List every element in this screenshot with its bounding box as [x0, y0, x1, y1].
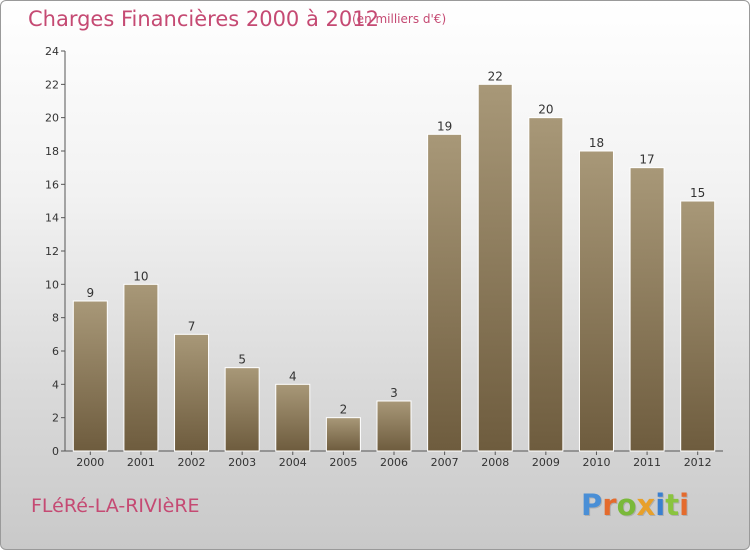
bar-value-label: 10: [133, 269, 148, 283]
x-tick-label: 2003: [228, 456, 256, 469]
x-tick-label: 2006: [380, 456, 408, 469]
y-tick-label: 6: [52, 345, 59, 358]
bar: [427, 133, 463, 452]
bar-value-label: 2: [340, 403, 348, 417]
bar-value-label: 3: [390, 386, 398, 400]
x-tick-label: 2001: [127, 456, 155, 469]
commune-name: FLéRé-LA-RIVIèRE: [31, 495, 200, 517]
chart-subtitle: (en milliers d'€): [352, 12, 447, 26]
x-tick-label: 2009: [532, 456, 560, 469]
logo-letter: P: [581, 488, 603, 522]
chart-title: Charges Financières 2000 à 2012: [28, 7, 379, 31]
logo-letter: r: [602, 488, 617, 522]
bar-value-label: 4: [289, 369, 297, 383]
y-tick-label: 10: [45, 278, 59, 291]
logo-letter: i: [655, 488, 666, 522]
y-tick-label: 2: [52, 412, 59, 425]
bar: [174, 333, 210, 452]
proxiti-logo[interactable]: Proxiti: [581, 488, 689, 522]
y-tick-label: 24: [45, 45, 59, 58]
x-tick-label: 2010: [582, 456, 610, 469]
bar: [72, 300, 108, 452]
y-tick-label: 20: [45, 112, 59, 125]
y-tick-label: 12: [45, 245, 59, 258]
y-tick-label: 0: [52, 445, 59, 458]
x-axis: 2000 2001 2002 2003 2004 2005 2006 2007 2008 2009…: [65, 450, 723, 469]
x-tick-label: 2007: [431, 456, 459, 469]
bar-value-label: 15: [690, 186, 705, 200]
bar: [477, 83, 513, 452]
bar-value-label: 19: [437, 119, 452, 133]
y-tick-label: 8: [52, 312, 59, 325]
bar: [680, 200, 716, 452]
bar-value-label: 17: [639, 153, 654, 167]
y-tick-label: 22: [45, 78, 59, 91]
bar-value-label: 5: [238, 353, 246, 367]
bar: [578, 150, 614, 452]
x-tick-label: 2002: [178, 456, 206, 469]
bar-value-label: 9: [86, 286, 94, 300]
x-tick-label: 2000: [76, 456, 104, 469]
bar: [629, 167, 665, 452]
x-tick-label: 2004: [279, 456, 307, 469]
bar-value-label: 20: [538, 103, 553, 117]
bar: [376, 400, 412, 452]
bar: [275, 383, 311, 452]
bar-value-label: 22: [488, 69, 503, 83]
y-tick-label: 14: [45, 212, 59, 225]
x-tick-label: 2012: [684, 456, 712, 469]
bar-value-label: 18: [589, 136, 604, 150]
bar: [528, 117, 564, 452]
bars: 9 10 7 5 4 2 3 19 22 20 18 17 15: [72, 69, 716, 452]
bar: [123, 283, 159, 452]
logo-letter: t: [665, 488, 680, 522]
bar: [325, 417, 361, 452]
x-tick-label: 2005: [329, 456, 357, 469]
logo-letter: i: [679, 488, 690, 522]
x-tick-label: 2011: [633, 456, 661, 469]
logo-letter: x: [636, 488, 656, 522]
y-tick-label: 18: [45, 145, 59, 158]
logo-letter: o: [616, 488, 637, 522]
y-tick-label: 4: [52, 378, 59, 391]
bar: [224, 367, 260, 452]
bar-value-label: 7: [188, 319, 196, 333]
y-tick-label: 16: [45, 178, 59, 191]
x-tick-label: 2008: [481, 456, 509, 469]
